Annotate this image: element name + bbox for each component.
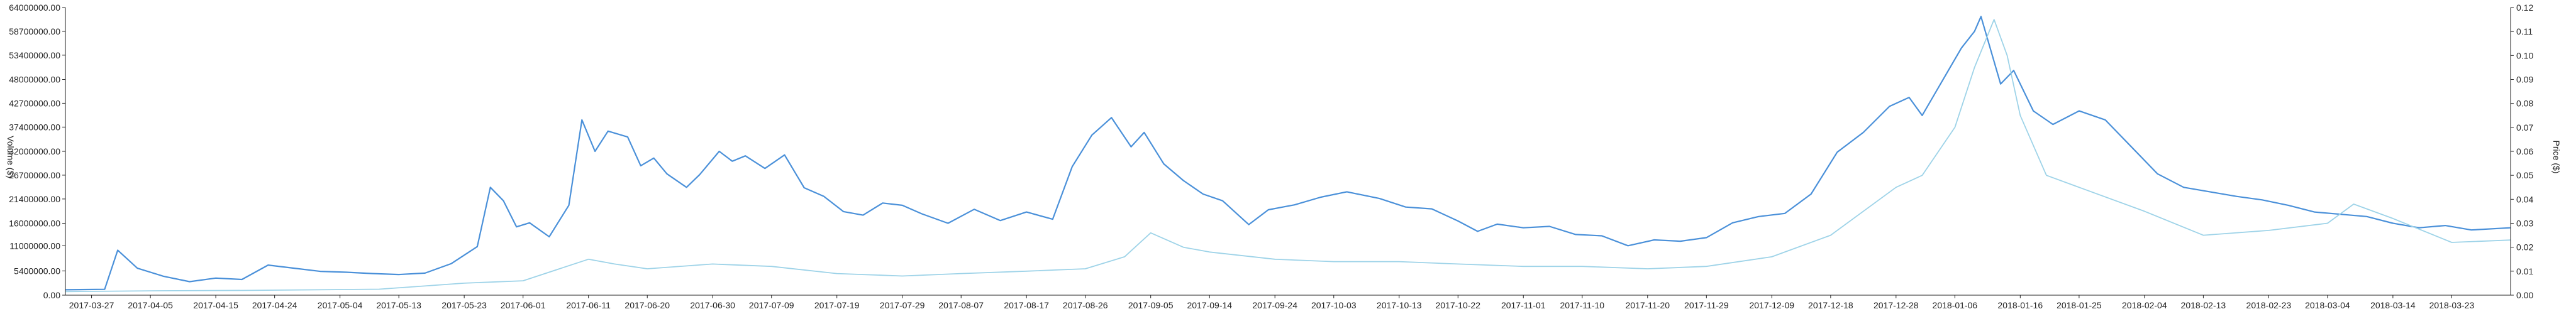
y-left-tick-label: 48000000.00 xyxy=(9,75,60,85)
x-tick-label: 2017-12-18 xyxy=(1808,300,1853,310)
x-tick-label: 2017-08-17 xyxy=(1004,300,1049,310)
y-left-tick-label: 64000000.00 xyxy=(9,3,60,13)
x-tick-label: 2018-01-16 xyxy=(1998,300,2043,310)
x-tick-label: 2017-06-20 xyxy=(625,300,670,310)
x-tick-label: 2018-03-04 xyxy=(2305,300,2350,310)
x-tick-label: 2017-06-11 xyxy=(566,300,611,310)
x-tick-label: 2017-11-01 xyxy=(1501,300,1546,310)
y-left-tick-label: 37400000.00 xyxy=(9,122,60,132)
x-tick-label: 2017-05-04 xyxy=(318,300,363,310)
x-tick-label: 2017-04-15 xyxy=(193,300,238,310)
x-tick-label: 2017-10-03 xyxy=(1311,300,1357,310)
y-right-tick-label: 0.00 xyxy=(2516,290,2533,300)
x-tick-label: 2017-07-19 xyxy=(814,300,860,310)
y-right-tick-label: 0.02 xyxy=(2516,242,2533,252)
x-tick-label: 2017-09-24 xyxy=(1252,300,1297,310)
y-left-tick-label: 11000000.00 xyxy=(9,241,60,251)
x-tick-label: 2018-02-04 xyxy=(2122,300,2167,310)
price-series-line xyxy=(65,19,2511,293)
x-tick-label: 2017-09-14 xyxy=(1187,300,1232,310)
y-left-tick-label: 58700000.00 xyxy=(9,26,60,36)
x-tick-label: 2017-05-23 xyxy=(441,300,487,310)
y-right-tick-label: 0.11 xyxy=(2516,26,2533,36)
x-tick-label: 2017-08-07 xyxy=(938,300,984,310)
x-tick-label: 2018-01-25 xyxy=(2057,300,2102,310)
y-left-tick-label: 16000000.00 xyxy=(9,219,60,229)
x-tick-label: 2017-08-26 xyxy=(1063,300,1108,310)
y-left-tick-label: 5400000.00 xyxy=(14,266,60,276)
y-right-tick-label: 0.03 xyxy=(2516,219,2533,229)
x-tick-label: 2017-09-05 xyxy=(1128,300,1174,310)
x-tick-label: 2017-07-09 xyxy=(749,300,794,310)
y-right-tick-label: 0.07 xyxy=(2516,122,2533,133)
x-tick-label: 2017-05-13 xyxy=(376,300,421,310)
y-left-tick-label: 53400000.00 xyxy=(9,50,60,60)
y-left-tick-label: 42700000.00 xyxy=(9,98,60,108)
x-tick-label: 2017-04-24 xyxy=(252,300,297,310)
y-right-tick-label: 0.06 xyxy=(2516,146,2533,156)
x-tick-label: 2018-03-14 xyxy=(2370,300,2416,310)
y-left-axis-title: Volume ($) xyxy=(6,136,16,178)
x-tick-label: 2017-11-29 xyxy=(1684,300,1729,310)
x-tick-label: 2017-12-28 xyxy=(1874,300,1919,310)
x-tick-label: 2017-06-01 xyxy=(501,300,546,310)
y-right-tick-label: 0.12 xyxy=(2516,3,2533,13)
x-tick-label: 2017-04-05 xyxy=(128,300,173,310)
y-left-tick-label: 32000000.00 xyxy=(9,146,60,156)
x-tick-label: 2018-03-23 xyxy=(2429,300,2475,310)
x-tick-label: 2017-10-22 xyxy=(1435,300,1480,310)
axis-layer: 2017-03-27 2017-04-05 2017-04-15 2017-04-24… xyxy=(9,3,2533,310)
y-left-tick-label: 21400000.00 xyxy=(9,194,60,204)
y-right-tick-label: 0.08 xyxy=(2516,99,2533,109)
x-tick-label: 2017-06-30 xyxy=(690,300,735,310)
x-tick-label: 2018-02-13 xyxy=(2181,300,2226,310)
series-layer xyxy=(65,16,2511,293)
volume-series-line xyxy=(65,16,2511,291)
x-tick-label: 2017-11-20 xyxy=(1625,300,1670,310)
x-tick-label: 2018-01-06 xyxy=(1933,300,1978,310)
y-left-tick-label: 26700000.00 xyxy=(9,170,60,180)
y-left-tick-label: 0.00 xyxy=(43,290,60,300)
y-right-tick-label: 0.10 xyxy=(2516,50,2533,60)
x-tick-label: 2017-03-27 xyxy=(69,300,114,310)
x-tick-label: 2017-07-29 xyxy=(880,300,925,310)
y-right-tick-label: 0.01 xyxy=(2516,266,2533,276)
x-tick-label: 2017-10-13 xyxy=(1377,300,1422,310)
y-right-tick-label: 0.09 xyxy=(2516,75,2533,85)
y-right-tick-label: 0.04 xyxy=(2516,194,2533,204)
x-tick-label: 2017-11-10 xyxy=(1560,300,1605,310)
x-tick-label: 2017-12-09 xyxy=(1749,300,1794,310)
x-tick-label: 2018-02-23 xyxy=(2246,300,2292,310)
y-right-axis-title: Price ($) xyxy=(2551,141,2562,174)
y-right-tick-label: 0.05 xyxy=(2516,170,2533,180)
